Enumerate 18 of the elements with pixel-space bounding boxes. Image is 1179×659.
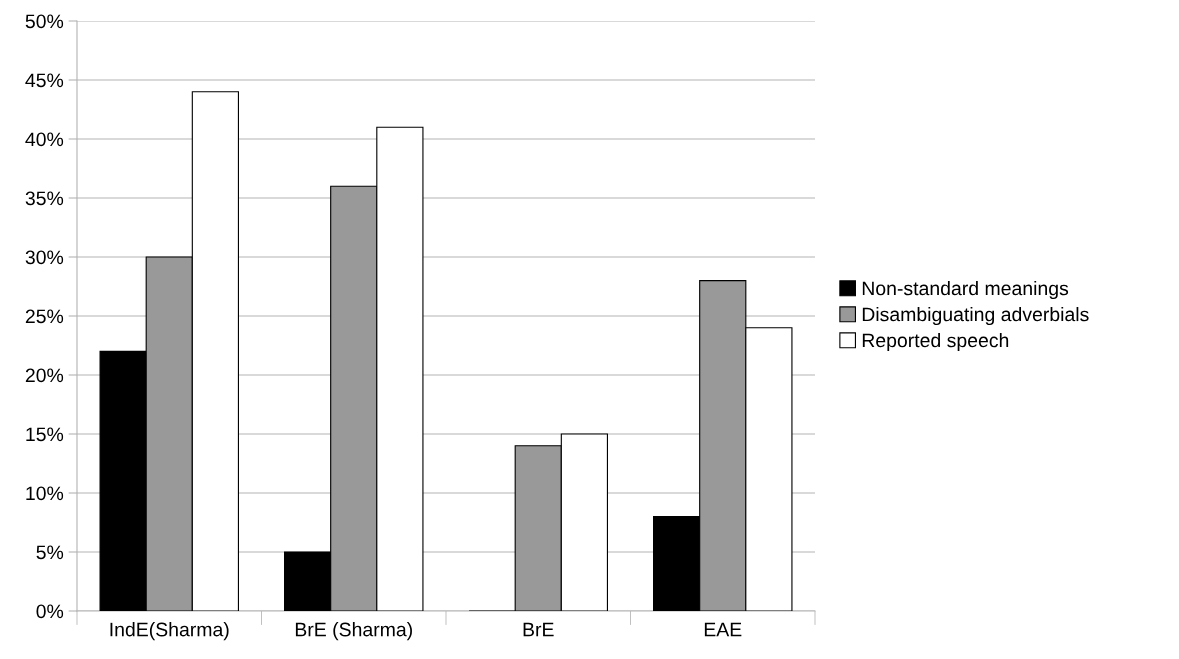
x-tick-label: BrE	[523, 622, 554, 637]
y-tick-label: 15%	[26, 427, 64, 442]
x-tick-label: IndE(Sharma)	[110, 622, 229, 641]
y-tick-label: 5%	[36, 545, 64, 560]
y-tick-label: 10%	[26, 486, 64, 501]
legend-label: Reported speech	[862, 333, 1009, 352]
legend-label: Disambiguating adverbials	[862, 306, 1089, 326]
x-tick-label: EAE	[704, 622, 742, 637]
y-tick-label: 45%	[25, 73, 64, 88]
y-tick-label: 35%	[25, 191, 64, 206]
y-tick-label: 40%	[25, 132, 64, 147]
y-tick-label: 25%	[25, 309, 64, 324]
y-tick-label: 0%	[36, 604, 64, 619]
y-tick-label: 30%	[25, 250, 64, 265]
x-tick-label: BrE (Sharma)	[295, 622, 412, 641]
y-tick-label: 20%	[25, 368, 64, 383]
y-tick-label: 50%	[25, 14, 64, 29]
legend-label: Non-standard meanings	[862, 280, 1069, 300]
